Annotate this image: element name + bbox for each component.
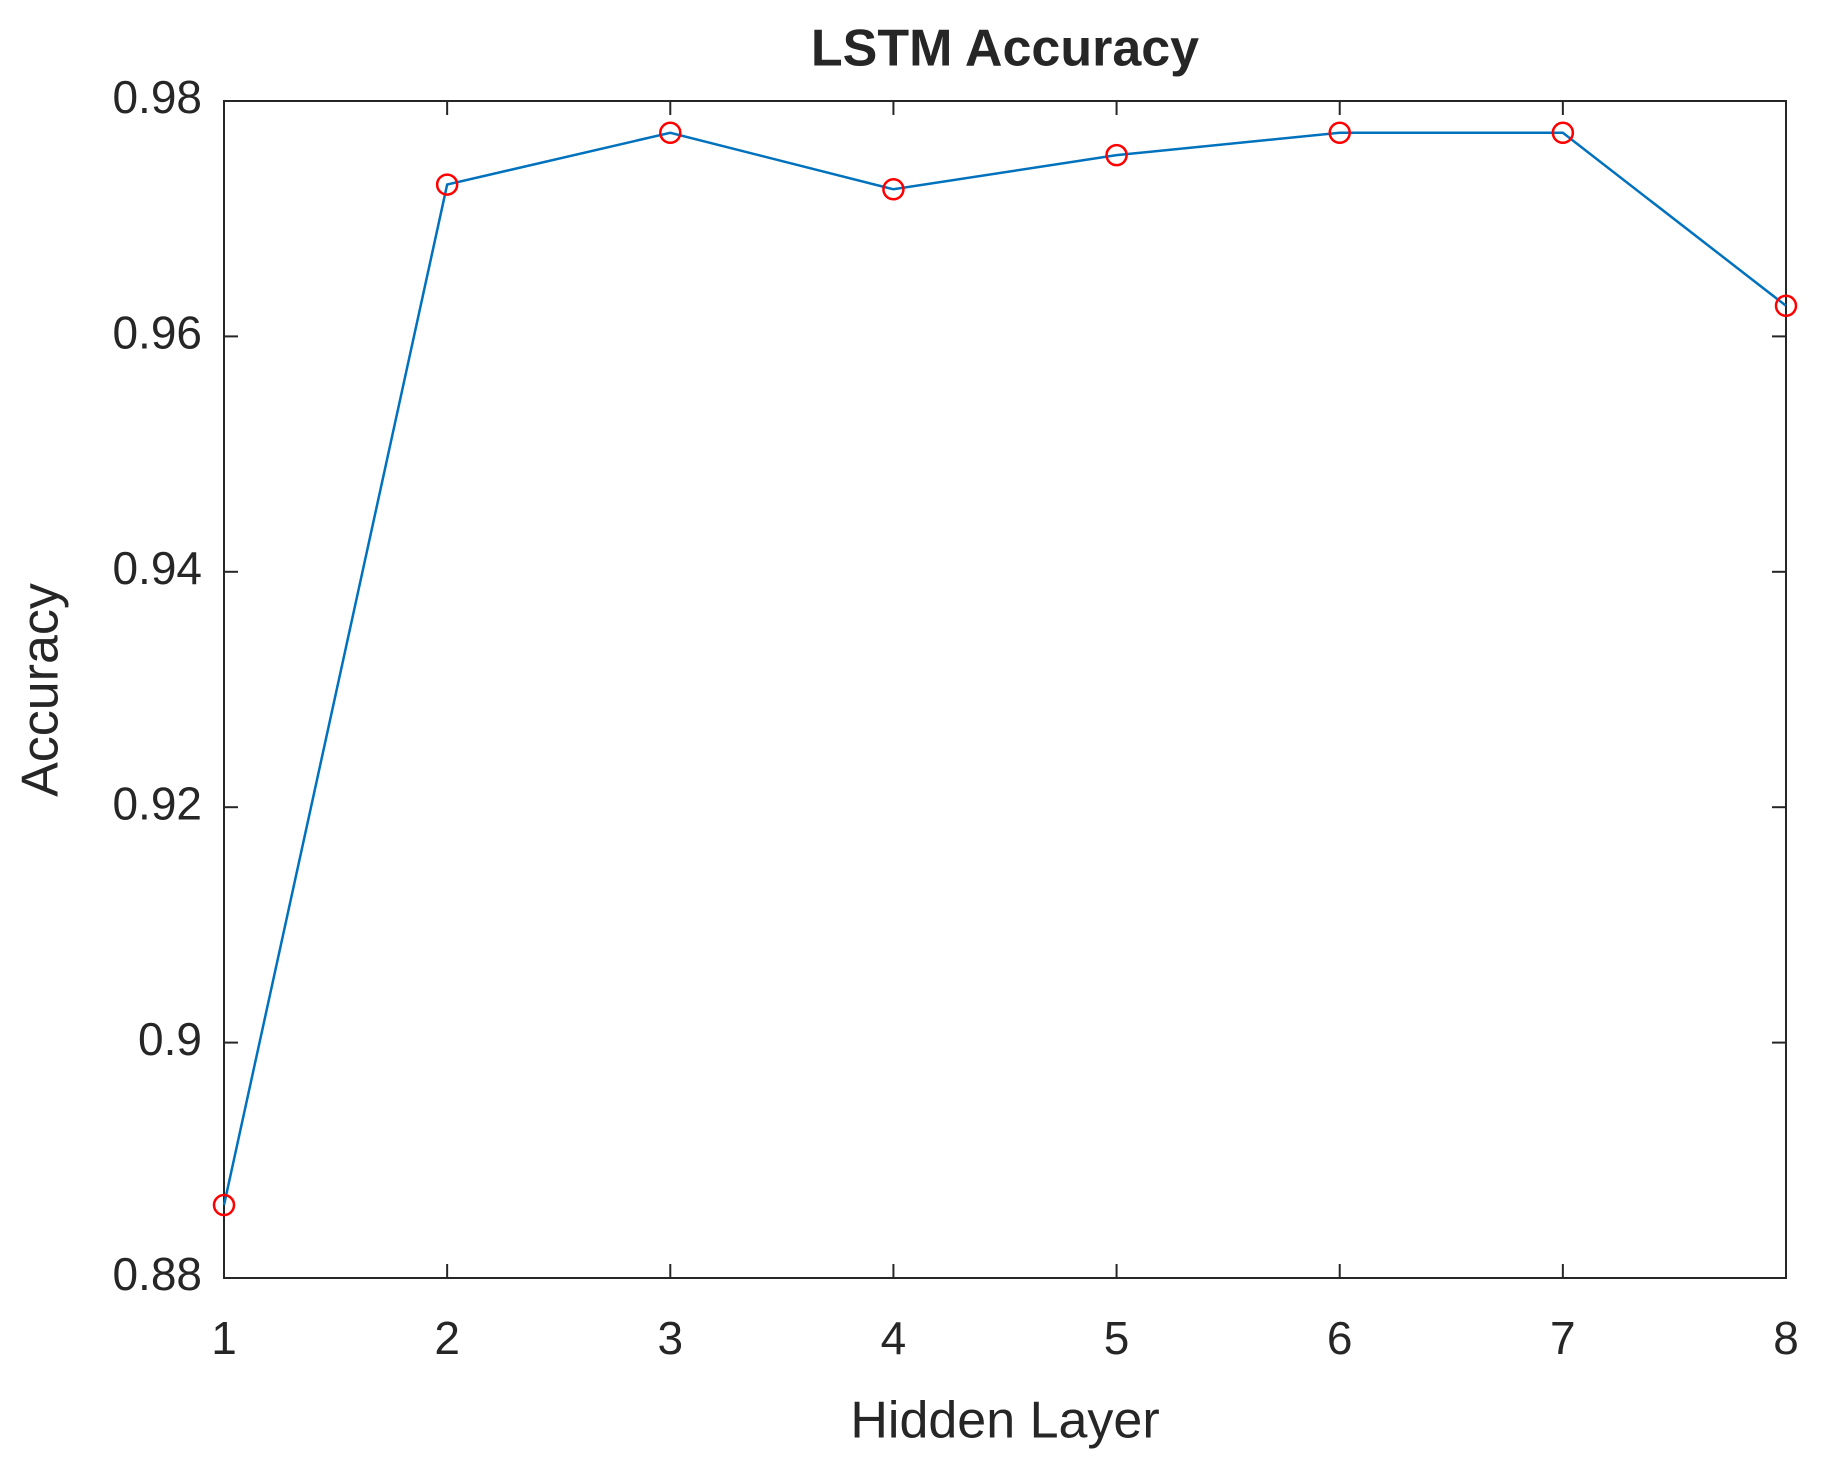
data-marker — [212, 1193, 236, 1217]
data-marker — [435, 173, 459, 196]
data-marker — [1105, 143, 1128, 167]
x-tick-label: 7 — [1550, 1312, 1576, 1364]
y-tick-label: 0.92 — [112, 777, 202, 829]
y-tick-label: 0.94 — [112, 542, 202, 594]
chart-title: LSTM Accuracy — [811, 20, 1199, 78]
x-tick-label: 4 — [881, 1312, 907, 1364]
x-tick-label: 8 — [1773, 1312, 1799, 1364]
x-tick-label: 2 — [434, 1312, 460, 1364]
data-marker — [1774, 294, 1798, 318]
y-tick-label: 0.98 — [112, 71, 202, 123]
data-marker — [1328, 121, 1351, 145]
y-tick-label: 0.9 — [138, 1013, 202, 1065]
x-tick-label: 1 — [211, 1312, 237, 1364]
y-axis-label: Accuracy — [12, 583, 70, 797]
x-tick-label: 6 — [1327, 1312, 1353, 1364]
x-tick-label: 3 — [657, 1312, 683, 1364]
data-line — [222, 131, 1787, 1206]
y-tick-label: 0.88 — [112, 1248, 202, 1300]
data-marker — [659, 121, 682, 145]
axes-box — [223, 100, 1787, 1279]
data-marker — [1551, 121, 1575, 145]
y-tick-label: 0.96 — [112, 307, 202, 359]
x-axis-label: Hidden Layer — [850, 1392, 1159, 1450]
data-marker — [882, 178, 905, 201]
x-tick-label: 5 — [1104, 1312, 1130, 1364]
